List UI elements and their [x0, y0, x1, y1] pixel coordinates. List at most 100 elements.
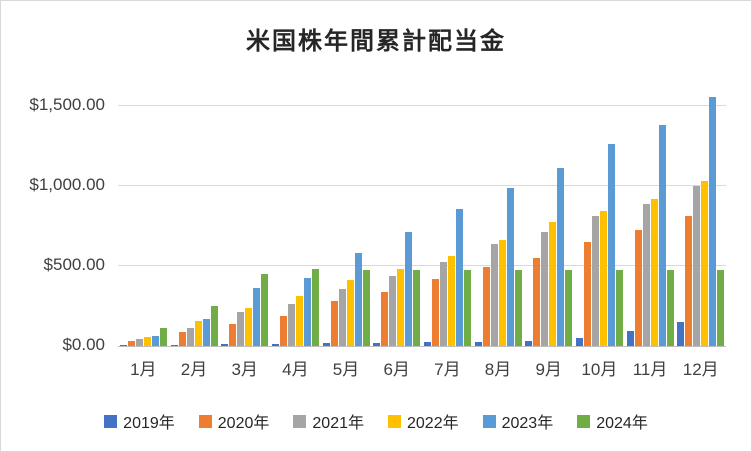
- legend-item: 2019年: [104, 409, 175, 433]
- legend-label: 2019年: [123, 415, 175, 432]
- legend-swatch: [388, 414, 401, 428]
- bar-group: [574, 86, 625, 346]
- x-axis-tick-label: 11月: [632, 360, 668, 379]
- bar: [709, 97, 717, 346]
- bar: [717, 270, 725, 346]
- bar: [373, 342, 381, 346]
- bar: [397, 269, 405, 346]
- x-axis-tick-label: 5月: [332, 360, 360, 379]
- bar: [143, 337, 151, 346]
- bar: [159, 327, 167, 346]
- x-axis-tick-label: 10月: [581, 360, 618, 379]
- bar: [634, 230, 642, 346]
- bar: [279, 316, 287, 346]
- bar: [178, 331, 186, 346]
- bar: [693, 186, 701, 346]
- bar: [677, 322, 685, 346]
- bar: [549, 222, 557, 346]
- bar: [599, 210, 607, 346]
- bar: [474, 342, 482, 346]
- bar: [666, 270, 674, 346]
- legend-item: 2022年: [388, 409, 459, 433]
- legend-label: 2023年: [501, 415, 554, 432]
- bar: [490, 244, 498, 346]
- bar: [685, 216, 693, 346]
- legend-item: 2024年: [577, 409, 648, 433]
- bar: [381, 292, 389, 346]
- bar: [575, 338, 583, 346]
- x-axis-tick-label: 1月: [130, 360, 157, 379]
- y-axis-tick-label: $0.00: [62, 335, 105, 354]
- y-axis-tick-label: $1,500.00: [29, 95, 105, 114]
- gridline: [118, 185, 726, 186]
- bar: [565, 270, 573, 346]
- legend-item: 2021年: [293, 409, 364, 433]
- x-axis-tick-label: 4月: [282, 360, 309, 379]
- bar: [261, 274, 269, 346]
- bar: [514, 270, 522, 346]
- bar: [170, 344, 178, 346]
- bar: [557, 167, 565, 346]
- x-axis-labels: 1月 2月 3月 4月 5月 6月 7月 8月 9月 10月 11月 12月: [118, 355, 726, 380]
- bar: [431, 278, 439, 346]
- bar: [533, 258, 541, 346]
- legend-label: 2022年: [407, 415, 459, 432]
- legend-label: 2020年: [217, 415, 270, 432]
- bar-group: [523, 86, 574, 346]
- bar: [194, 321, 202, 346]
- bars-container: [118, 86, 726, 346]
- y-axis-tick-label: $1,000.00: [29, 175, 105, 194]
- legend-swatch: [198, 414, 212, 428]
- legend-label: 2021年: [312, 415, 364, 432]
- bar-group: [473, 86, 524, 346]
- bar: [701, 181, 709, 346]
- y-axis-labels: $0.00 $500.00 $1,000.00 $1,500.00: [1, 86, 105, 354]
- bar-group: [675, 86, 726, 346]
- bar: [311, 269, 319, 346]
- bar: [642, 203, 650, 346]
- gridline: [118, 265, 726, 266]
- bar-group: [169, 86, 220, 346]
- y-axis-tick-label: $500.00: [43, 255, 105, 274]
- legend-swatch: [482, 414, 496, 428]
- x-axis-tick-label: 7月: [434, 360, 461, 379]
- bar: [658, 125, 666, 346]
- x-axis-tick-label: 8月: [484, 360, 512, 379]
- bar-group: [118, 86, 169, 346]
- bar-group: [219, 86, 270, 346]
- bar: [210, 306, 218, 346]
- bar: [151, 335, 159, 346]
- x-axis-tick-label: 3月: [231, 360, 258, 379]
- bar: [330, 301, 338, 346]
- x-axis-tick-label: 9月: [535, 360, 562, 379]
- bar: [455, 209, 463, 346]
- bar: [506, 188, 514, 346]
- bar-group: [422, 86, 473, 346]
- plot-area: [118, 86, 726, 347]
- legend-swatch: [104, 414, 118, 428]
- bar: [607, 144, 615, 346]
- bar: [229, 324, 237, 346]
- bar: [583, 242, 591, 346]
- bar: [525, 341, 533, 346]
- legend-item: 2023年: [482, 409, 554, 433]
- x-axis-tick-label: 6月: [383, 360, 410, 379]
- bar: [447, 256, 455, 346]
- bar: [237, 312, 245, 346]
- legend: 2019年 2020年 2021年 2022年 2023年 2024年: [1, 409, 751, 433]
- bar: [482, 266, 490, 346]
- bar: [626, 330, 634, 346]
- bar: [221, 344, 229, 346]
- legend-swatch: [293, 414, 307, 428]
- bar: [362, 270, 370, 346]
- bar: [463, 270, 471, 346]
- bar: [271, 343, 279, 346]
- bar: [186, 327, 194, 346]
- bar-group: [625, 86, 676, 346]
- bar: [346, 279, 354, 346]
- bar: [498, 240, 506, 346]
- bar-group: [270, 86, 321, 346]
- bar: [202, 318, 210, 346]
- bar: [650, 198, 658, 346]
